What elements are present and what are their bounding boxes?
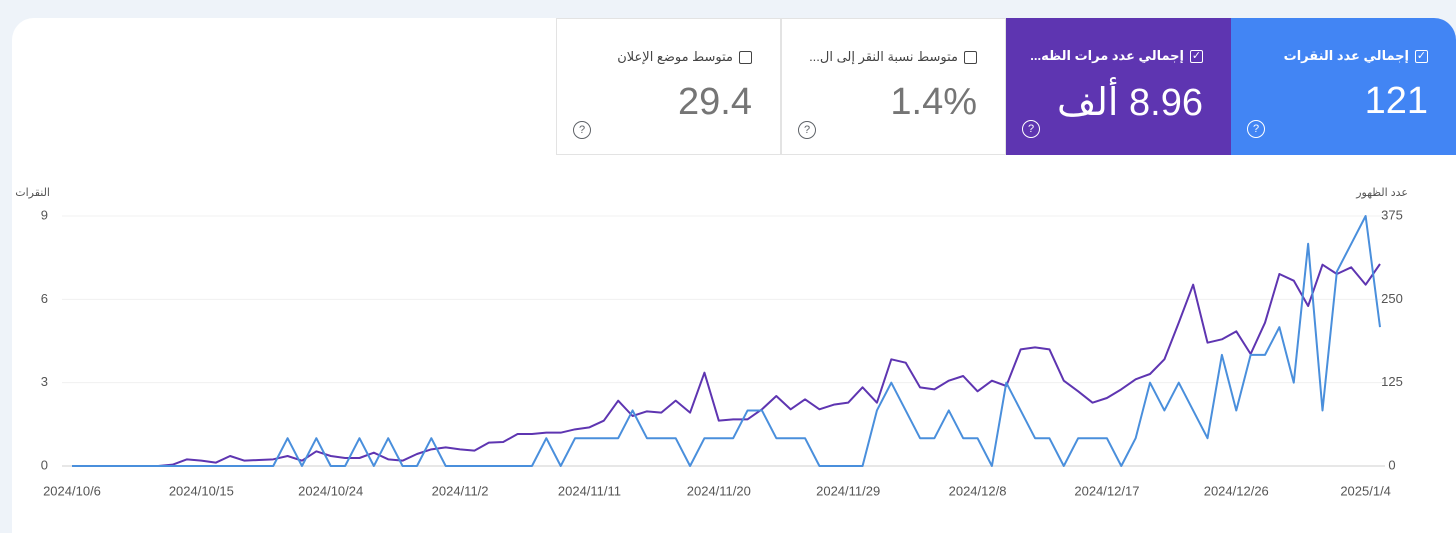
x-tick-label: 2024/10/24	[298, 483, 363, 498]
metric-label: إجمالي عدد النقرات	[1283, 48, 1409, 63]
metric-label: إجمالي عدد مرات الظه...	[1030, 48, 1184, 63]
metric-value: 29.4	[678, 81, 752, 123]
y-axis-title: النقرات	[15, 187, 50, 199]
x-tick-label: 2024/10/6	[43, 483, 101, 498]
y-tick-label: 0	[41, 457, 48, 472]
metric-label: متوسط موضع الإعلان	[617, 49, 733, 64]
help-icon[interactable]: ?	[1022, 120, 1040, 138]
y2-axis-title: عدد الظهور	[1355, 187, 1408, 199]
help-icon[interactable]: ?	[798, 121, 816, 139]
metric-label-row: متوسط موضع الإعلان	[617, 49, 752, 65]
checkbox[interactable]	[739, 50, 752, 64]
x-tick-label: 2024/11/2	[432, 483, 489, 498]
metric-label: متوسط نسبة النقر إلى ال...	[809, 49, 958, 64]
metric-card[interactable]: ✓ إجمالي عدد النقرات 121?	[1231, 18, 1456, 155]
metric-value: 8.96 ألف	[1057, 82, 1203, 124]
series-line	[72, 263, 1381, 467]
x-tick-label: 2024/12/26	[1204, 483, 1269, 498]
y2-tick-label: 0	[1388, 457, 1395, 472]
y2-tick-label: 125	[1381, 374, 1403, 389]
metric-card[interactable]: متوسط نسبة النقر إلى ال... 1.4%?	[781, 18, 1006, 155]
y-tick-label: 3	[41, 374, 48, 389]
x-tick-label: 2024/11/11	[558, 483, 621, 498]
x-tick-label: 2024/12/8	[949, 483, 1007, 498]
y-tick-label: 6	[41, 291, 48, 306]
help-icon[interactable]: ?	[1247, 120, 1265, 138]
metric-card[interactable]: متوسط موضع الإعلان 29.4?	[556, 18, 781, 155]
checkbox[interactable]	[964, 50, 977, 64]
checkbox[interactable]: ✓	[1190, 49, 1203, 63]
metric-label-row: ✓ إجمالي عدد النقرات	[1284, 48, 1428, 64]
checkbox[interactable]: ✓	[1415, 49, 1428, 63]
metric-value: 121	[1364, 80, 1428, 122]
metric-value: 1.4%	[890, 81, 977, 123]
metric-card[interactable]: ✓ إجمالي عدد مرات الظه... 8.96 ألف?	[1006, 18, 1231, 155]
y2-tick-label: 375	[1381, 207, 1403, 222]
x-tick-label: 2024/11/20	[687, 483, 751, 498]
x-tick-label: 2024/11/29	[816, 483, 880, 498]
help-icon[interactable]: ?	[573, 121, 591, 139]
y-tick-label: 9	[41, 207, 48, 222]
x-tick-label: 2024/10/15	[169, 483, 234, 498]
series-line	[72, 215, 1381, 467]
y2-tick-label: 250	[1381, 291, 1403, 306]
x-tick-label: 2024/12/17	[1074, 483, 1139, 498]
metric-label-row: متوسط نسبة النقر إلى ال...	[809, 49, 977, 65]
x-tick-label: 2025/1/4	[1340, 483, 1391, 498]
metric-label-row: ✓ إجمالي عدد مرات الظه...	[1030, 48, 1203, 64]
